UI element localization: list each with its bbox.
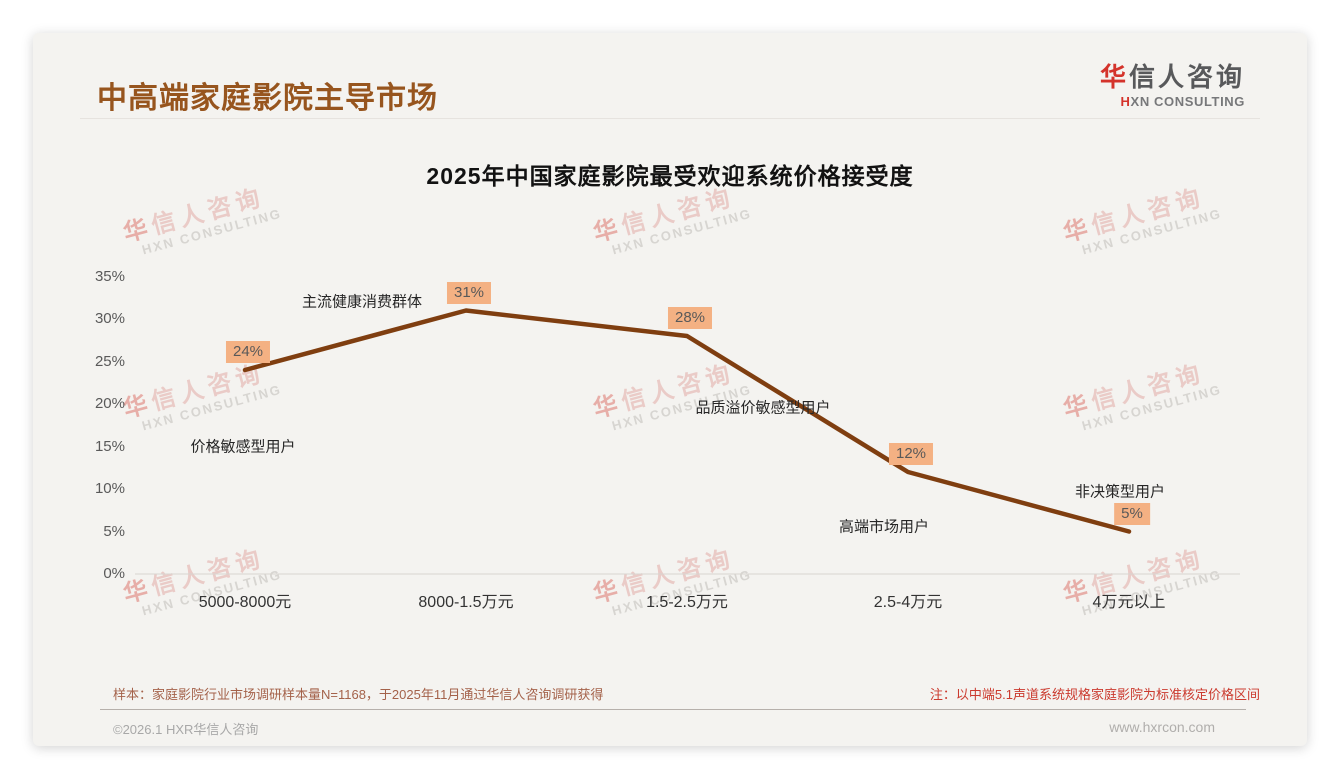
brand-logo-latin: HXN CONSULTING [1100,94,1245,109]
x-axis-category-label: 2.5-4万元 [873,594,943,611]
data-point-value-label: 5% [1114,502,1150,525]
copyright-text: ©2026.1 HXR华信人咨询 [113,722,259,737]
x-axis-category-label: 4万元以上 [1092,594,1166,611]
x-axis-category-label: 5000-8000元 [198,594,292,611]
y-axis-tick-label: 0% [103,565,125,582]
data-point-value-label: 28% [667,307,713,329]
sample-footnote: 样本：家庭影院行业市场调研样本量N=1168，于2025年11月通过华信人咨询调… [113,687,604,702]
data-point-value-label: 24% [225,341,271,363]
segment-annotation-label: 非决策型用户 [1074,483,1166,500]
y-axis-tick-label: 35% [94,267,125,285]
chart-title: 2025年中国家庭影院最受欢迎系统价格接受度 [426,163,914,189]
footer-divider [100,709,1246,710]
y-axis-tick-label: 30% [94,310,125,327]
segment-annotation-label: 价格敏感型用户 [190,438,296,456]
header-divider [80,118,1260,119]
chart-canvas [135,308,1240,575]
segment-annotation-label: 主流健康消费群体 [301,293,423,310]
brand-logo: 华信人咨询 HXN CONSULTING [1100,57,1245,109]
brand-logo-en-rest: XN CONSULTING [1130,94,1245,109]
segment-annotation-label: 品质溢价敏感型用户 [695,399,831,417]
website-url: www.hxrcon.com [1109,719,1215,735]
y-axis-tick-label: 5% [103,522,125,540]
line-chart: 0% 5% 10% 15% 20% 25% 30% 35% 5000-8000元 8000-1.5… [33,33,1307,746]
brand-logo-en-accent: H [1120,94,1131,109]
brand-logo-cn-accent: 华 [1099,62,1129,92]
page-title: 中高端家庭影院主导市场 [97,82,438,115]
x-axis-category-label: 8000-1.5万元 [418,594,514,611]
y-axis-tick-label: 20% [94,395,125,412]
brand-logo-chinese: 华信人咨询 [1100,57,1245,94]
y-axis-tick-label: 25% [94,352,125,370]
acceptance-line-series [242,308,1132,534]
y-axis-tick-label: 15% [94,437,125,455]
data-point-value-label: 31% [446,281,492,304]
segment-annotation-label: 高端市场用户 [838,518,930,536]
y-axis-tick-label: 10% [94,480,125,497]
data-point-value-label: 12% [888,443,934,465]
slide-card: 华信人咨询 HXN CONSULTING 华信人咨询 HXN CONSULTING 华信… [33,33,1307,746]
price-footnote: 注：以中端5.1声道系统规格家庭影院为标准核定价格区间 [929,687,1260,702]
x-axis-category-label: 1.5-2.5万元 [646,594,728,611]
brand-logo-cn-rest: 信人咨询 [1128,62,1245,92]
